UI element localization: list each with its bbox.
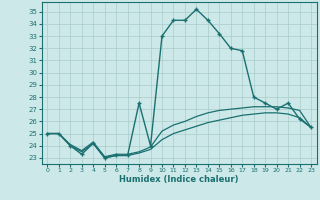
X-axis label: Humidex (Indice chaleur): Humidex (Indice chaleur) bbox=[119, 175, 239, 184]
